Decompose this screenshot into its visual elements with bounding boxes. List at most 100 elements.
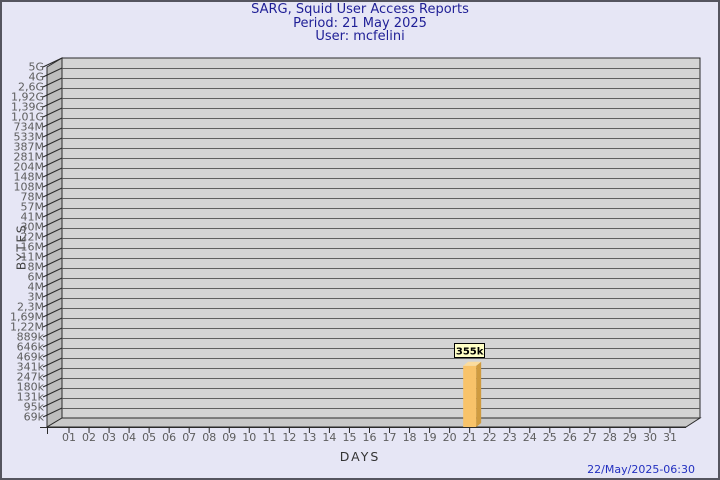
report-title: SARG, Squid User Access Reports bbox=[251, 2, 469, 17]
y-axis-tick-label: 69k bbox=[24, 411, 45, 424]
y-axis-tick bbox=[42, 97, 63, 108]
y-axis-tick bbox=[42, 137, 63, 148]
y-axis-tick-label: 247k bbox=[17, 371, 45, 384]
x-axis-tick-label: 15 bbox=[342, 431, 356, 444]
x-axis-tick-label: 16 bbox=[363, 431, 377, 444]
report-timestamp: 22/May/2025-06:30 bbox=[587, 463, 695, 476]
y-axis-tick-label: 95k bbox=[24, 401, 45, 414]
x-axis-tick-label: 21 bbox=[463, 431, 477, 444]
y-axis-tick bbox=[42, 57, 63, 68]
y-axis-tick bbox=[42, 227, 63, 238]
y-axis-tick-label: 533M bbox=[14, 131, 45, 144]
x-axis-tick-label: 26 bbox=[563, 431, 577, 444]
y-axis-tick bbox=[42, 277, 63, 288]
y-axis-tick-label: 2,6G bbox=[18, 81, 44, 94]
x-axis-tick-label: 11 bbox=[262, 431, 276, 444]
x-axis-tick-label: 09 bbox=[222, 431, 236, 444]
y-axis-tick bbox=[42, 287, 63, 298]
y-axis-tick-label: 180k bbox=[17, 381, 45, 394]
x-axis-tick-label: 19 bbox=[423, 431, 437, 444]
y-axis-tick-label: 341k bbox=[17, 361, 45, 374]
y-axis-tick bbox=[42, 367, 63, 378]
x-axis-tick-label: 20 bbox=[443, 431, 457, 444]
data-bar-side bbox=[476, 361, 482, 427]
y-axis-tick bbox=[42, 407, 63, 418]
y-axis-tick-label: 148M bbox=[14, 171, 45, 184]
y-axis-tick bbox=[42, 267, 63, 278]
y-axis-tick bbox=[42, 67, 63, 78]
y-axis-tick bbox=[42, 207, 63, 218]
y-axis-tick-label: 57M bbox=[21, 201, 45, 214]
plot-floor bbox=[45, 417, 702, 428]
y-axis-tick bbox=[42, 347, 63, 358]
x-axis-tick-label: 28 bbox=[603, 431, 617, 444]
x-axis-tick-label: 31 bbox=[663, 431, 677, 444]
y-axis-tick-label: 22M bbox=[21, 231, 45, 244]
y-axis-tick bbox=[42, 387, 63, 398]
x-axis-tick-label: 25 bbox=[543, 431, 557, 444]
y-axis-tick-label: 1,39G bbox=[11, 101, 44, 114]
x-axis-tick-label: 10 bbox=[242, 431, 256, 444]
y-axis-tick bbox=[42, 177, 63, 188]
title-block: SARG, Squid User Access Reports Period: … bbox=[0, 3, 720, 44]
data-bar-top bbox=[463, 361, 482, 366]
y-axis-tick-label: 1,69M bbox=[10, 311, 44, 324]
y-axis-tick bbox=[42, 157, 63, 168]
y-axis-tick-label: 3M bbox=[28, 291, 45, 304]
y-axis-tick-label: 30M bbox=[21, 221, 45, 234]
y-axis-tick-label: 4M bbox=[28, 281, 45, 294]
x-axis-tick-label: 30 bbox=[643, 431, 657, 444]
y-axis-tick-label: 41M bbox=[21, 211, 45, 224]
y-axis-tick bbox=[42, 257, 63, 268]
y-axis-tick bbox=[42, 307, 63, 318]
y-axis-tick bbox=[42, 117, 63, 128]
bar-value-label: 355k bbox=[456, 347, 484, 358]
y-axis-tick-label: 646k bbox=[17, 341, 45, 354]
y-axis-tick bbox=[42, 377, 63, 388]
y-axis-tick-label: 204M bbox=[14, 161, 45, 174]
x-axis-tick-label: 24 bbox=[523, 431, 537, 444]
y-axis-tick-label: 131k bbox=[17, 391, 45, 404]
y-axis-tick-label: 8M bbox=[28, 261, 45, 274]
y-axis-tick-label: 4G bbox=[28, 71, 44, 84]
x-axis-tick-label: 04 bbox=[122, 431, 136, 444]
y-axis-tick bbox=[42, 317, 63, 328]
bar-value-callout bbox=[454, 343, 486, 359]
y-axis-tick-label: 78M bbox=[21, 191, 45, 204]
y-axis-tick bbox=[42, 167, 63, 178]
x-axis-tick-label: 27 bbox=[583, 431, 597, 444]
y-axis-tick bbox=[42, 127, 63, 138]
data-bar-front bbox=[463, 365, 477, 427]
y-axis-tick-label: 16M bbox=[21, 241, 45, 254]
y-axis-tick bbox=[42, 337, 63, 348]
y-axis-tick bbox=[42, 197, 63, 208]
x-axis-tick-label: 14 bbox=[322, 431, 336, 444]
y-axis-tick-label: 6M bbox=[28, 271, 45, 284]
y-axis-tick bbox=[42, 147, 63, 158]
y-axis-tick bbox=[42, 247, 63, 258]
x-axis-tick-label: 12 bbox=[282, 431, 296, 444]
y-axis-tick-label: 734M bbox=[14, 121, 45, 134]
x-axis-tick-label: 23 bbox=[503, 431, 517, 444]
y-axis-tick bbox=[42, 397, 63, 408]
y-axis-tick-label: 5G bbox=[28, 61, 44, 74]
y-axis-tick bbox=[42, 357, 63, 368]
report-user: User: mcfelini bbox=[315, 29, 405, 44]
x-axis-tick-label: 29 bbox=[623, 431, 637, 444]
y-axis-tick bbox=[42, 187, 63, 198]
y-axis-tick bbox=[42, 327, 63, 338]
x-axis-tick-label: 03 bbox=[102, 431, 116, 444]
x-axis-tick-label: 05 bbox=[142, 431, 156, 444]
y-axis-tick-label: 889k bbox=[17, 331, 45, 344]
y-axis-tick-label: 387M bbox=[14, 141, 45, 154]
x-axis-tick-label: 08 bbox=[202, 431, 216, 444]
y-axis-tick bbox=[42, 217, 63, 228]
report-period: Period: 21 May 2025 bbox=[293, 15, 427, 31]
x-axis-tick-label: 02 bbox=[82, 431, 96, 444]
y-axis-tick-label: 1,22M bbox=[10, 321, 44, 334]
x-axis-tick-label: 18 bbox=[403, 431, 417, 444]
x-axis-tick-label: 22 bbox=[483, 431, 497, 444]
y-axis-tick bbox=[42, 297, 63, 308]
y-axis-tick-label: 2,3M bbox=[17, 301, 44, 314]
